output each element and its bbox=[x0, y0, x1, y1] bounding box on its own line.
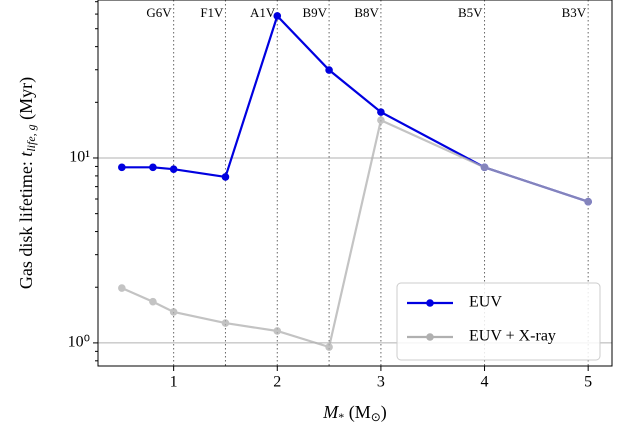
series bbox=[118, 12, 592, 206]
spectral-label: B9V bbox=[303, 5, 328, 20]
spectral-label: B5V bbox=[458, 5, 483, 20]
series-line bbox=[121, 13, 589, 203]
spectral-label: B8V bbox=[354, 5, 379, 20]
data-point bbox=[584, 197, 592, 206]
x-label-sub: * bbox=[338, 410, 344, 424]
x-axis-label: M* (M⊙) bbox=[322, 402, 387, 424]
data-point bbox=[149, 297, 157, 306]
spectral-label: G6V bbox=[146, 5, 172, 20]
series bbox=[118, 116, 592, 351]
data-point bbox=[377, 116, 385, 125]
data-point bbox=[480, 163, 489, 172]
data-point bbox=[118, 163, 126, 172]
x-label-var: M bbox=[322, 402, 339, 422]
y-tick-label: 10¹ bbox=[69, 149, 90, 166]
legend-marker bbox=[426, 333, 434, 341]
plot-frame bbox=[97, 0, 613, 367]
spectral-label: B3V bbox=[562, 5, 587, 20]
x-tick-label: 3 bbox=[377, 374, 385, 391]
x-tick-label: 1 bbox=[170, 374, 178, 391]
x-tick-label: 4 bbox=[481, 374, 489, 391]
x-tick-label: 5 bbox=[584, 374, 592, 391]
y-label-var: t bbox=[16, 151, 36, 157]
data-point bbox=[325, 66, 333, 74]
data-point bbox=[118, 284, 126, 292]
data-point bbox=[169, 165, 178, 173]
y-label-unit: (Myr) bbox=[16, 77, 37, 125]
data-point bbox=[221, 319, 230, 327]
y-label-sub: life, g bbox=[24, 124, 38, 151]
data-point bbox=[149, 163, 157, 172]
legend-marker bbox=[426, 299, 434, 307]
spectral-label: F1V bbox=[200, 5, 224, 20]
spectral-label: A1V bbox=[250, 5, 276, 20]
y-axis-label: Gas disk lifetime: tlife, g (Myr) bbox=[16, 77, 38, 289]
y-label-text: Gas disk lifetime: bbox=[16, 157, 36, 289]
data-point bbox=[377, 108, 385, 116]
x-label-sub: ⊙ bbox=[371, 410, 381, 424]
data-point bbox=[221, 173, 230, 181]
y-tick-label: 10⁰ bbox=[68, 334, 90, 351]
legend-label: EUV bbox=[469, 294, 502, 311]
legend-label: EUV + X-ray bbox=[469, 328, 556, 345]
x-label-unit: (M bbox=[344, 402, 371, 423]
data-point bbox=[169, 308, 178, 316]
data-point bbox=[325, 343, 333, 351]
x-tick-label: 2 bbox=[273, 374, 281, 391]
data-point bbox=[273, 327, 282, 335]
data-point bbox=[273, 12, 282, 20]
x-label-unit: ) bbox=[381, 402, 387, 423]
